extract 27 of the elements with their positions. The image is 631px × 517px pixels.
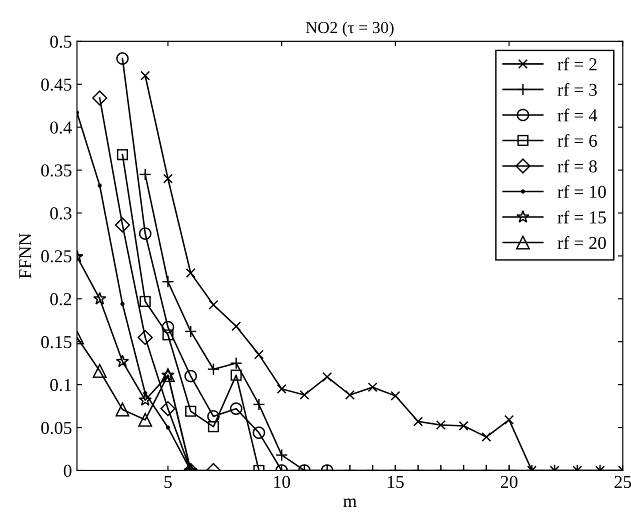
y-tick-label: 0.4 bbox=[50, 121, 72, 134]
x-tick-label: 15 bbox=[388, 476, 404, 488]
y-tick-label: 0 bbox=[64, 464, 72, 477]
x-tick-label: 10 bbox=[274, 476, 290, 488]
y-tick-label: 0.15 bbox=[41, 336, 72, 348]
y-tick-label: 0.1 bbox=[50, 378, 72, 392]
x-axis-title: m bbox=[343, 498, 357, 508]
legend-label: rf = 4 bbox=[558, 108, 598, 122]
legend-label: rf = 15 bbox=[558, 210, 606, 224]
y-tick-label: 0.45 bbox=[41, 78, 72, 91]
legend-label: rf = 3 bbox=[558, 83, 597, 96]
legend-label: rf = 10 bbox=[558, 185, 606, 198]
y-tick-label: 0.5 bbox=[50, 36, 72, 48]
y-tick-label: 0.05 bbox=[41, 422, 72, 434]
x-tick-label: 25 bbox=[614, 476, 631, 488]
x-tick-label: 20 bbox=[500, 476, 518, 488]
x-tick-label: 5 bbox=[164, 476, 172, 488]
y-tick-label: 0.3 bbox=[50, 207, 72, 220]
y-tick-label: 0.25 bbox=[41, 250, 72, 262]
y-tick-label: 0.35 bbox=[41, 164, 72, 177]
legend-label: rf = 8 bbox=[558, 160, 597, 172]
chart-title: NO2 (τ = 30) bbox=[306, 21, 394, 37]
y-axis-title: FFNN bbox=[19, 233, 32, 278]
y-tick-label: 0.2 bbox=[50, 293, 72, 306]
legend-label: rf = 2 bbox=[558, 58, 597, 70]
legend-label: rf = 6 bbox=[558, 134, 597, 147]
legend-label: rf = 20 bbox=[558, 236, 606, 250]
